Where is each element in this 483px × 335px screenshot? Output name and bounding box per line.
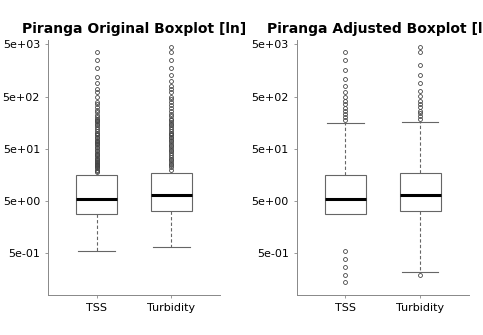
Bar — [76, 175, 117, 214]
Bar — [325, 175, 366, 214]
Bar — [151, 173, 192, 211]
Bar — [399, 173, 440, 211]
Title: Piranga Adjusted Boxplot [ln]: Piranga Adjusted Boxplot [ln] — [267, 22, 483, 36]
Title: Piranga Original Boxplot [ln]: Piranga Original Boxplot [ln] — [22, 22, 246, 36]
